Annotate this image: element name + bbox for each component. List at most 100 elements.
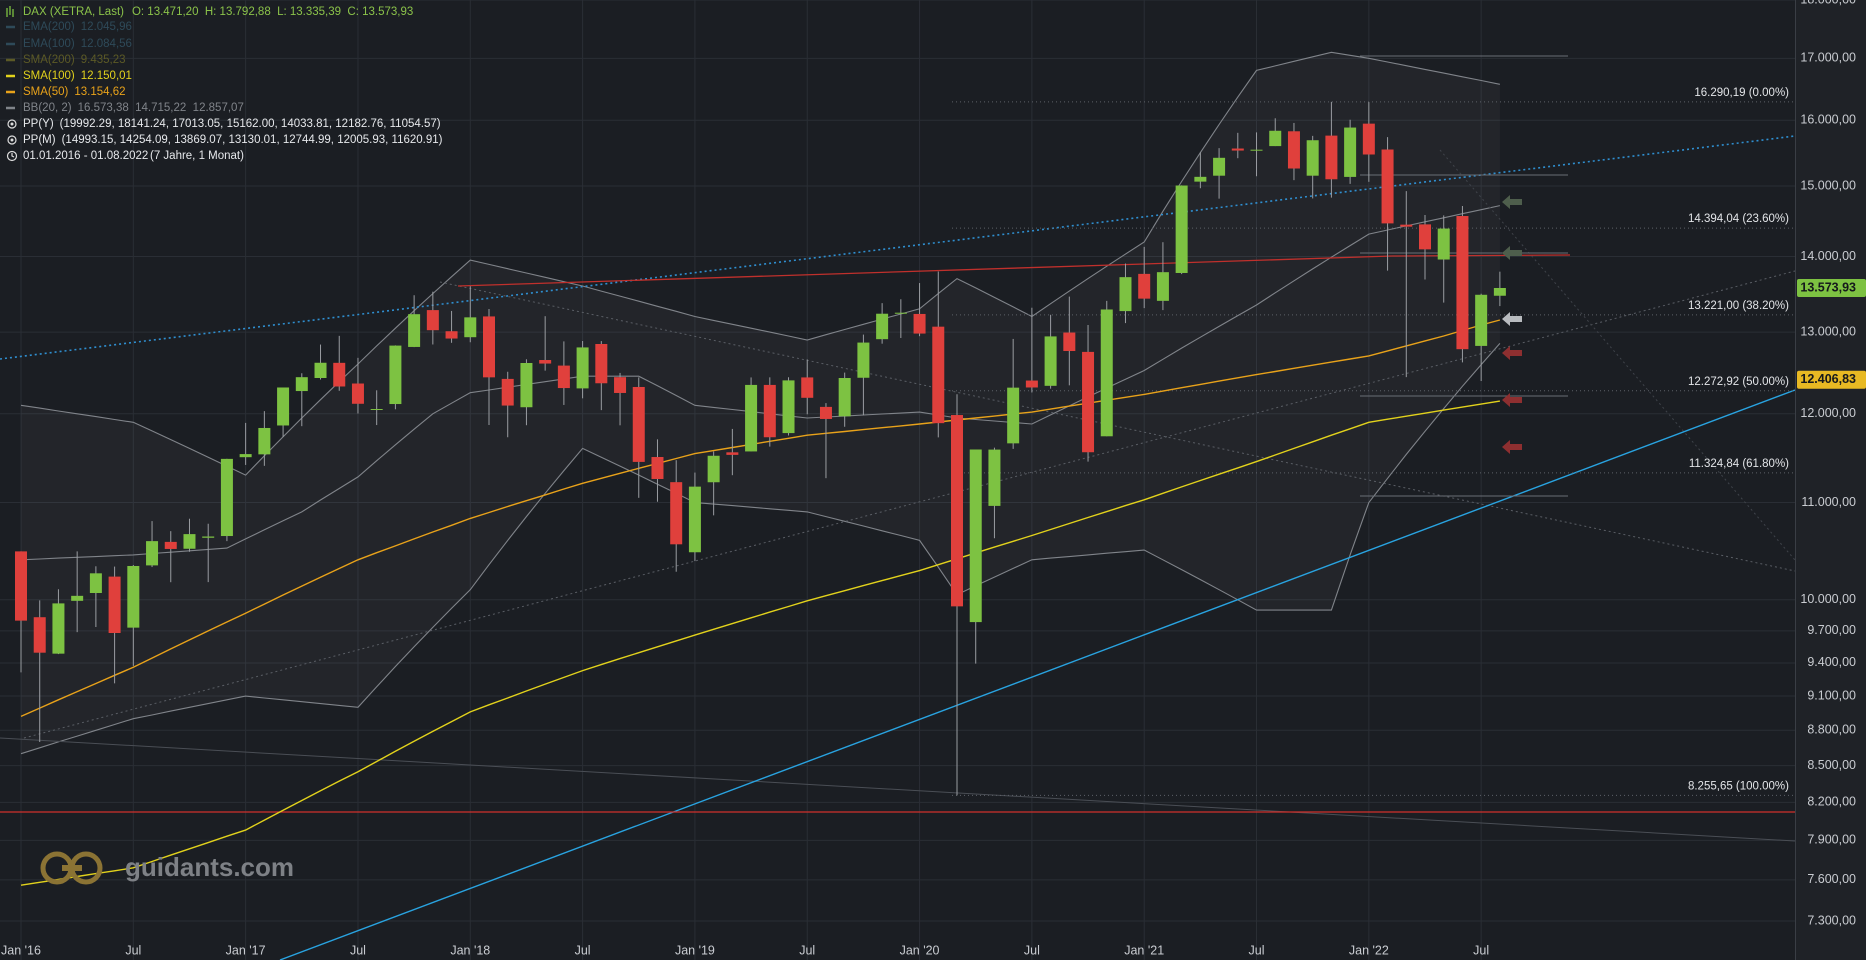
- y-tick-label: 7.600,00: [1807, 872, 1856, 886]
- y-tick-label: 11.000,00: [1801, 495, 1856, 509]
- trend-line: [0, 737, 1795, 842]
- candle-body: [876, 313, 889, 340]
- y-tick-label: 8.800,00: [1807, 723, 1856, 737]
- candle-body: [483, 316, 495, 378]
- x-tick-label: Jan '21: [1124, 943, 1164, 957]
- candle-body: [632, 386, 645, 462]
- trend-line: [0, 135, 1795, 360]
- candle-body: [951, 415, 963, 607]
- band-line: [20, 343, 1501, 755]
- candle-body: [1493, 287, 1506, 296]
- signal-arrows: [1502, 195, 1522, 454]
- candle-body: [1007, 387, 1020, 444]
- trend-line: [439, 281, 1795, 572]
- candle-body: [1082, 351, 1095, 453]
- candle-body: [1100, 309, 1113, 437]
- candle-body: [15, 551, 27, 621]
- candle-body: [1381, 149, 1394, 224]
- candle-body: [1231, 148, 1244, 151]
- candle-body: [52, 603, 65, 654]
- candle-body: [1119, 277, 1132, 312]
- fib-label: 11.324,84 (61.80%): [1689, 458, 1789, 470]
- candle-body: [707, 455, 720, 483]
- x-tick-label: Jul: [1473, 943, 1489, 957]
- plot-background: [0, 0, 1795, 960]
- trend-line: [279, 389, 1795, 960]
- fib-label: 14.394,04 (23.60%): [1688, 213, 1789, 225]
- indicator-line: [20, 319, 1501, 718]
- candle-body: [389, 345, 402, 405]
- x-tick-label: Jul: [125, 943, 141, 957]
- y-tick-label: 7.900,00: [1807, 833, 1856, 847]
- candle-body: [239, 454, 252, 458]
- candle-body: [1156, 272, 1169, 301]
- candle-body: [932, 326, 945, 424]
- y-tick-label: 8.200,00: [1807, 795, 1856, 809]
- grid: [0, 0, 1795, 960]
- candle-body: [1419, 224, 1431, 250]
- candle-body: [539, 360, 552, 364]
- legend-label: EMA(200): [23, 21, 75, 33]
- y-tick-label: 13.000,00: [1800, 324, 1856, 338]
- logo: [62, 865, 82, 871]
- indicator-line: [20, 400, 1501, 886]
- trend-line: [457, 255, 1393, 287]
- candle-body: [183, 534, 196, 549]
- candle-body: [202, 536, 215, 538]
- x-tick-label: Jul: [1024, 943, 1040, 957]
- candle-body: [782, 380, 795, 434]
- period-note: (7 Jahre, 1 Monat): [150, 150, 244, 162]
- candle-body: [819, 406, 832, 419]
- candle-body: [89, 573, 102, 593]
- candle-body: [520, 363, 533, 408]
- candle-body: [127, 565, 140, 628]
- candle-body: [1344, 127, 1357, 177]
- fib-label: 12.272,92 (50.00%): [1688, 376, 1789, 388]
- candle-body: [1325, 135, 1338, 180]
- trend-line: [1391, 254, 1571, 257]
- candle-body: [1025, 380, 1038, 388]
- legend-icon: [10, 138, 14, 142]
- period: 01.01.2016 - 01.08.2022: [23, 150, 148, 162]
- candle-body: [1306, 140, 1319, 176]
- y-tick-label: 18.000,00: [1800, 0, 1856, 6]
- legend-value: 13.154,62: [74, 86, 125, 98]
- y-tick-label: 15.000,00: [1800, 178, 1856, 192]
- y-tick-label: 17.000,00: [1800, 51, 1856, 65]
- x-tick-label: Jan '22: [1349, 943, 1389, 957]
- candle-body: [988, 449, 1001, 506]
- candle-body: [1456, 216, 1469, 350]
- price-tag-label: 12.406,83: [1800, 372, 1856, 386]
- candle-body: [408, 314, 421, 347]
- candle-body: [1362, 123, 1375, 155]
- fib-label: 8.255,65 (100.00%): [1688, 780, 1789, 792]
- candle-body: [1194, 176, 1207, 182]
- candle-body: [33, 617, 46, 653]
- legend-label: PP(Y): [23, 118, 54, 130]
- legend-label: BB(20, 2): [23, 102, 72, 114]
- candle-body: [1437, 228, 1450, 260]
- legend-ohlc: O: 13.471,20 H: 13.792,88 L: 13.335,39 C…: [132, 6, 413, 18]
- band-line: [20, 205, 1501, 561]
- legend: DAX (XETRA, Last) O: 13.471,20 H: 13.792…: [6, 6, 443, 162]
- legend-value: (19992.29, 18141.24, 17013.05, 15162.00,…: [60, 118, 441, 130]
- price-tag: [1797, 370, 1866, 389]
- x-tick-label: Jan '16: [1, 943, 41, 957]
- candle-body: [1269, 130, 1282, 147]
- candle-body: [1250, 149, 1263, 151]
- y-tick-label: 9.100,00: [1807, 688, 1856, 702]
- candles: [15, 101, 1506, 796]
- candle-body: [1400, 224, 1413, 227]
- trend-line: [1439, 149, 1795, 561]
- x-tick-label: Jan '18: [450, 943, 490, 957]
- legend-icon: [7, 135, 17, 145]
- candle-body: [838, 377, 851, 417]
- y-tick-label: 9.700,00: [1807, 623, 1856, 637]
- candle-body: [351, 383, 364, 404]
- candle-body: [1138, 273, 1151, 299]
- candle-body: [1475, 294, 1488, 346]
- arrow: [1502, 440, 1522, 454]
- trend-line: [23, 270, 1795, 739]
